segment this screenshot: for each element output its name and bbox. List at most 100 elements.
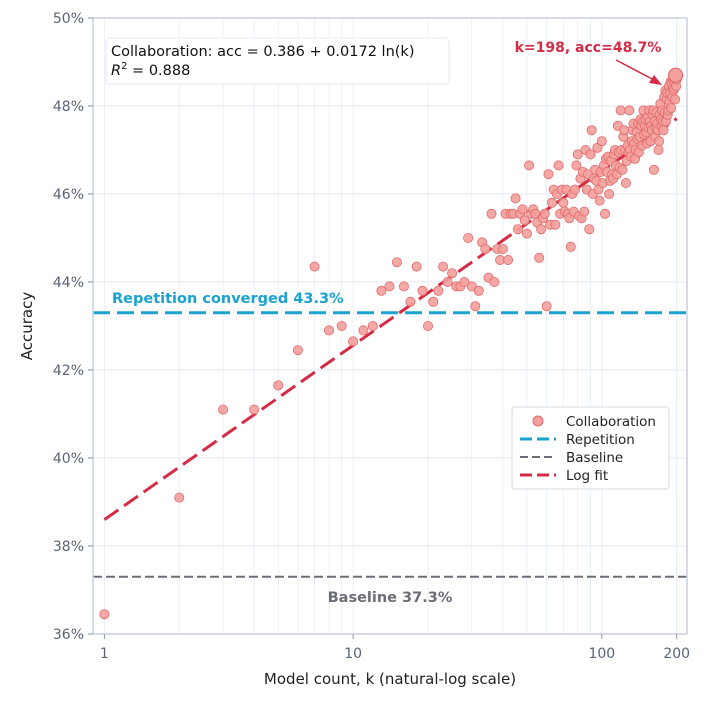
- legend-label-log-fit: Log fit: [566, 468, 608, 484]
- collaboration-points: [99, 67, 684, 620]
- y-tick-label: 36%: [53, 627, 84, 643]
- collaboration-point: [586, 125, 597, 136]
- collaboration-point: [521, 228, 532, 239]
- collaboration-point: [405, 296, 416, 307]
- y-tick-label: 44%: [53, 275, 84, 291]
- legend-marker-collaboration: [532, 415, 544, 427]
- collaboration-point: [524, 160, 535, 171]
- collaboration-point: [596, 136, 607, 147]
- collaboration-point: [648, 164, 659, 175]
- y-axis-ticks: 36% 38% 40% 42% 44% 46% 48% 50%: [53, 11, 93, 643]
- highlight-label: k=198, acc=48.7%: [515, 40, 662, 56]
- plot-frame: [92, 17, 688, 635]
- collaboration-point: [367, 320, 378, 331]
- x-axis-ticks: 1 10 100 200: [100, 634, 690, 662]
- legend-box: [511, 406, 670, 490]
- legend-label-repetition: Repetition: [566, 432, 635, 448]
- collaboration-point: [517, 204, 528, 215]
- collaboration-point: [546, 197, 557, 208]
- collaboration-point: [658, 125, 669, 136]
- y-axis-title: Accuracy: [18, 292, 36, 361]
- collaboration-point: [666, 103, 677, 114]
- legend-label-collaboration: Collaboration: [566, 414, 656, 430]
- fit-equation-text: Collaboration: acc = 0.386 + 0.0172 ln(k…: [111, 44, 414, 60]
- collaboration-point: [459, 276, 470, 287]
- collaboration-point: [489, 276, 500, 287]
- highlight-point: [668, 67, 684, 83]
- collaboration-point: [543, 169, 554, 180]
- x-tick-label: 200: [663, 646, 690, 662]
- x-tick-label: 100: [588, 646, 615, 662]
- collaboration-point: [617, 164, 628, 175]
- collaboration-point: [653, 144, 664, 155]
- collaboration-point: [480, 243, 491, 254]
- fit-equation-box: Collaboration: acc = 0.386 + 0.0172 ln(k…: [105, 37, 450, 85]
- highlight-arrow-shaft: [615, 59, 655, 81]
- collaboration-point: [670, 94, 681, 105]
- collaboration-point: [411, 261, 422, 272]
- collaboration-point: [600, 208, 611, 219]
- collaboration-point: [497, 243, 508, 254]
- reference-lines: [93, 311, 687, 578]
- collaboration-point: [324, 325, 335, 336]
- x-tick-label: 1: [100, 646, 109, 662]
- collaboration-point: [536, 224, 547, 235]
- collaboration-point: [463, 232, 474, 243]
- collaboration-point: [398, 281, 409, 292]
- collaboration-point: [503, 254, 514, 265]
- collaboration-point: [273, 380, 284, 391]
- x-axis-title: Model count, k (natural-log scale): [264, 670, 516, 688]
- collaboration-point: [486, 208, 497, 219]
- y-tick-label: 42%: [53, 363, 84, 379]
- collaboration-point: [417, 285, 428, 296]
- collaboration-point: [534, 252, 545, 263]
- collaboration-point: [249, 404, 260, 415]
- collaboration-point: [571, 160, 582, 171]
- collaboration-point: [550, 219, 561, 230]
- collaboration-point: [384, 281, 395, 292]
- collaboration-point: [604, 188, 615, 199]
- collaboration-point: [541, 301, 552, 312]
- collaboration-point: [336, 320, 347, 331]
- collaboration-point: [447, 268, 458, 279]
- collaboration-point: [470, 301, 481, 312]
- collaboration-point: [376, 285, 387, 296]
- collaboration-point: [619, 125, 630, 136]
- collaboration-point: [99, 609, 110, 620]
- legend-label-baseline: Baseline: [566, 450, 623, 466]
- r-squared-text: R2 = 0.888: [111, 61, 190, 79]
- collaboration-point: [654, 136, 665, 147]
- collaboration-point: [442, 276, 453, 287]
- collaboration-point: [174, 492, 185, 503]
- collaboration-point: [433, 285, 444, 296]
- y-tick-label: 50%: [53, 11, 84, 27]
- collaboration-point: [585, 149, 596, 160]
- legend: Collaboration Repetition Baseline Log fi…: [511, 406, 670, 490]
- collaboration-point: [615, 105, 626, 116]
- y-tick-label: 46%: [53, 187, 84, 203]
- y-tick-label: 48%: [53, 99, 84, 115]
- y-tick-label: 38%: [53, 539, 84, 555]
- collaboration-point: [512, 224, 523, 235]
- repetition-label: Repetition converged 43.3%: [112, 291, 344, 307]
- plot-background: [93, 18, 687, 634]
- collaboration-point: [309, 261, 320, 272]
- baseline-label: Baseline 37.3%: [328, 590, 453, 606]
- collaboration-point: [348, 336, 359, 347]
- collaboration-point: [565, 241, 576, 252]
- collaboration-point: [438, 261, 449, 272]
- highlight-arrow-head: [649, 75, 662, 85]
- collaboration-point: [428, 296, 439, 307]
- x-tick-label: 10: [344, 646, 362, 662]
- collaboration-point: [569, 184, 580, 195]
- collaboration-point: [558, 197, 569, 208]
- collaboration-point: [584, 224, 595, 235]
- collaboration-point: [572, 149, 583, 160]
- y-tick-label: 40%: [53, 451, 84, 467]
- collaboration-point: [292, 345, 303, 356]
- grid-lines: [93, 17, 687, 635]
- collaboration-point: [594, 195, 605, 206]
- collaboration-point: [391, 257, 402, 268]
- collaboration-point: [473, 285, 484, 296]
- collaboration-point: [422, 320, 433, 331]
